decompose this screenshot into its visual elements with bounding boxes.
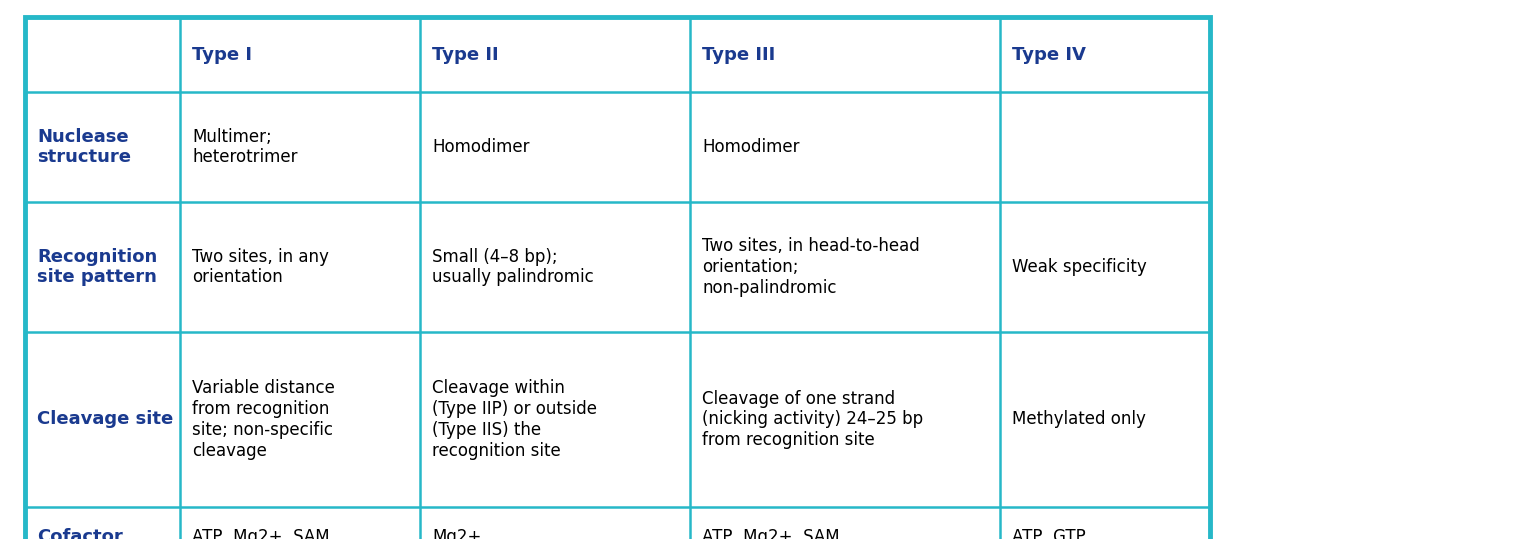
Text: Cofactor: Cofactor xyxy=(37,528,123,539)
Text: Nuclease
structure: Nuclease structure xyxy=(37,128,131,167)
Text: Type III: Type III xyxy=(702,45,775,64)
Text: ATP, Mg2+, SAM: ATP, Mg2+, SAM xyxy=(192,528,330,539)
Text: Methylated only: Methylated only xyxy=(1012,411,1146,429)
Text: ATP, Mg2+, SAM: ATP, Mg2+, SAM xyxy=(702,528,839,539)
Text: Cleavage of one strand
(nicking activity) 24–25 bp
from recognition site: Cleavage of one strand (nicking activity… xyxy=(702,390,922,450)
Text: Homodimer: Homodimer xyxy=(702,138,799,156)
Text: Type II: Type II xyxy=(433,45,499,64)
Text: Recognition
site pattern: Recognition site pattern xyxy=(37,247,157,286)
Text: Cleavage within
(Type IIP) or outside
(Type IIS) the
recognition site: Cleavage within (Type IIP) or outside (T… xyxy=(433,379,598,460)
Text: Two sites, in any
orientation: Two sites, in any orientation xyxy=(192,247,330,286)
Text: ATP, GTP: ATP, GTP xyxy=(1012,528,1086,539)
Text: Type IV: Type IV xyxy=(1012,45,1086,64)
Text: Variable distance
from recognition
site; non-specific
cleavage: Variable distance from recognition site;… xyxy=(192,379,334,460)
Text: Multimer;
heterotrimer: Multimer; heterotrimer xyxy=(192,128,297,167)
Bar xyxy=(25,17,1210,539)
Text: Mg2+: Mg2+ xyxy=(433,528,482,539)
Text: Weak specificity: Weak specificity xyxy=(1012,258,1147,276)
Text: Two sites, in head-to-head
orientation;
non-palindromic: Two sites, in head-to-head orientation; … xyxy=(702,237,919,297)
Text: Homodimer: Homodimer xyxy=(433,138,530,156)
Text: Cleavage site: Cleavage site xyxy=(37,411,172,429)
Text: Small (4–8 bp);
usually palindromic: Small (4–8 bp); usually palindromic xyxy=(433,247,594,286)
Text: Type I: Type I xyxy=(192,45,253,64)
